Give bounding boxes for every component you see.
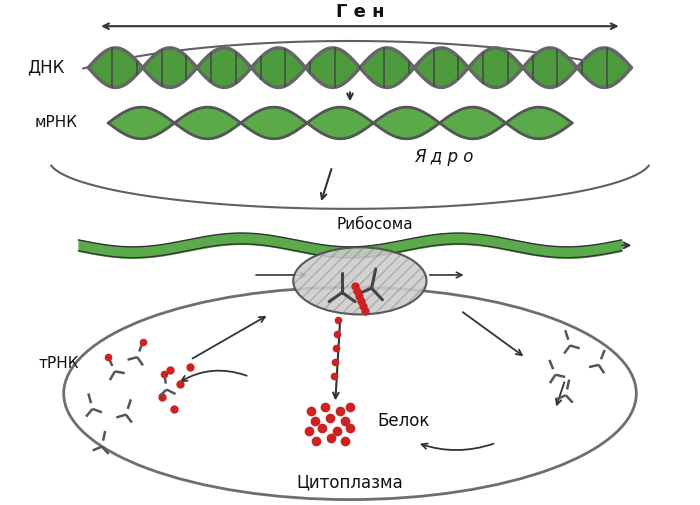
Text: Я д р о: Я д р о — [414, 147, 473, 166]
Text: Белок: Белок — [377, 412, 430, 430]
Text: мРНК: мРНК — [34, 116, 77, 130]
Text: ДНК: ДНК — [27, 59, 64, 77]
Text: Г е н: Г е н — [335, 3, 384, 21]
Text: Цитоплазма: Цитоплазма — [297, 474, 403, 492]
Ellipse shape — [293, 247, 426, 315]
Text: тРНК: тРНК — [38, 357, 79, 371]
Text: Рибосома: Рибосома — [337, 217, 413, 231]
